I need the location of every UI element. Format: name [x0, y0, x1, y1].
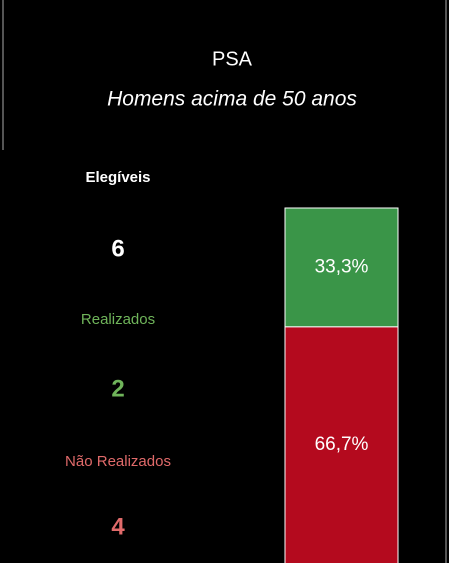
data-label: 33,3%	[315, 256, 369, 277]
kpi-value: 6	[111, 235, 124, 262]
kpi-value: 2	[111, 375, 124, 402]
subtitle: Homens acima de 50 anos	[107, 88, 357, 111]
kpi-label: Realizados	[81, 311, 155, 328]
kpi-label: Elegíveis	[85, 169, 150, 186]
bar-segment	[284, 207, 399, 328]
kpi-label: Não Realizados	[65, 453, 171, 470]
kpi-value: 4	[111, 513, 125, 540]
bar-segment	[284, 326, 399, 563]
title: PSA	[212, 48, 253, 70]
data-label: 66,7%	[315, 434, 369, 455]
